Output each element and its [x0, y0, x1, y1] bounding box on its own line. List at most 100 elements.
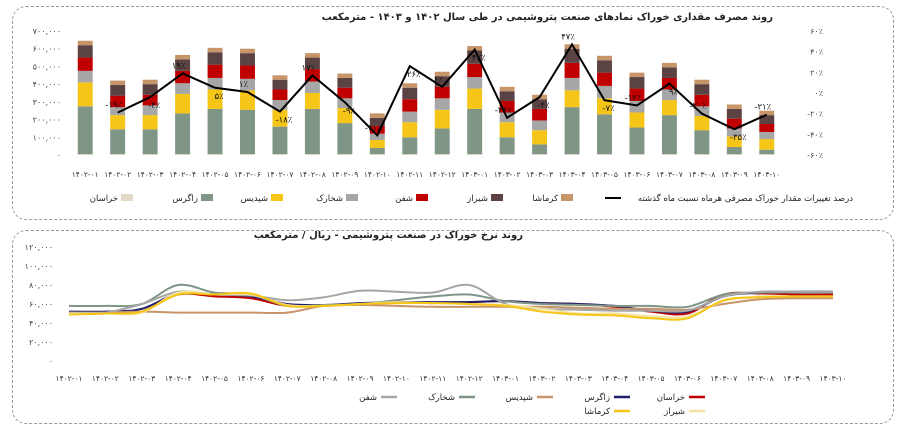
bar-segment-6	[142, 84, 158, 95]
legend-label: خراسان	[657, 393, 685, 403]
bar-segment-1	[142, 154, 158, 155]
chart1-x-tick: ۱۴۰۳-۰۱	[461, 170, 488, 179]
chart2-x-tick: ۱۴۰۲-۱۱	[419, 374, 446, 383]
chart2-y-tick: ۱۰۰,۰۰۰	[25, 262, 53, 271]
bar-segment-6	[532, 99, 548, 109]
bar-segment-1	[110, 154, 126, 155]
bar-segment-6	[304, 57, 320, 70]
bar-segment-6	[499, 91, 515, 101]
change-label: -۲۴٪	[495, 106, 512, 116]
bar-segment-4	[142, 105, 158, 116]
bar-segment-1	[564, 154, 580, 155]
chart1-x-tick: ۱۴۰۳-۰۳	[526, 170, 553, 179]
bar-segment-6	[207, 52, 223, 65]
bar-segment-1	[532, 154, 548, 155]
bar-segment-3	[467, 88, 483, 109]
chart2-x-tick: ۱۴۰۳-۰۲	[529, 374, 556, 383]
bar-segment-1	[402, 154, 418, 155]
bar-segment-6	[337, 77, 353, 88]
chart2-y-tick: ۱۲۰,۰۰۰	[25, 243, 53, 252]
chart2-x-tick: ۱۴۰۳-۰۴	[601, 374, 628, 383]
bar-segment-3	[629, 112, 645, 128]
bar-segment-2	[694, 130, 710, 155]
rate-line-5	[68, 283, 833, 315]
bar-segment-5	[564, 62, 580, 78]
legend-label: شیراز	[466, 194, 488, 204]
chart2-x-tick: ۱۴۰۲-۰۴	[165, 374, 192, 383]
bar-segment-3	[402, 122, 418, 138]
bar-segment-7	[564, 44, 580, 49]
change-label: -۷٪	[602, 104, 615, 114]
bar-segment-2	[272, 126, 288, 155]
bar-segment-1	[77, 154, 93, 155]
chart1-y-tick: ۲۰۰,۰۰۰	[33, 116, 61, 125]
bar-segment-3	[532, 130, 548, 145]
bar-segment-3	[759, 139, 775, 150]
change-label: -۱۹٪	[105, 101, 122, 111]
bar-segment-3	[207, 89, 223, 109]
chart1-y2-tick: ۰٪	[814, 89, 823, 98]
change-label: ۴۷٪	[561, 32, 575, 42]
change-label: -۳۵٪	[730, 133, 747, 143]
bar-segment-6	[434, 76, 450, 87]
change-label: -۴٪	[537, 101, 550, 111]
bar-segment-2	[726, 147, 742, 155]
bar-segment-5	[694, 94, 710, 107]
bar-segment-4	[240, 78, 255, 91]
bar-segment-6	[564, 48, 580, 63]
bar-segment-6	[77, 45, 93, 58]
chart2-y-tick: ۴۰,۰۰۰	[29, 319, 53, 328]
chart1-x-tick: ۱۴۰۲-۰۳	[137, 170, 164, 179]
bar-segment-1	[661, 154, 677, 155]
chart1-x-tick: ۱۴۰۳-۰۶	[624, 170, 651, 179]
chart1-x-tick: ۱۴۰۲-۱۲	[429, 170, 456, 179]
bar-segment-6	[694, 84, 710, 95]
bar-segment-4	[402, 111, 418, 123]
chart2-x-tick: ۱۴۰۲-۰۱	[56, 374, 83, 383]
bar-segment-1	[207, 154, 223, 155]
chart1-x-tick: ۱۴۰۳-۰۴	[559, 170, 586, 179]
chart1-y2-tick: -۶۰٪	[807, 151, 823, 160]
chart2-x-tick: ۱۴۰۳-۰۸	[747, 374, 774, 383]
rate-line-3	[68, 297, 834, 315]
bar-segment-7	[759, 110, 775, 116]
chart1-title: روند مصرف مقداری خوراک نمادهای صنعت پترو…	[322, 12, 774, 23]
change-label: ۶٪	[434, 75, 444, 85]
legend-swatch	[416, 194, 428, 201]
legend-label: خراسان	[90, 194, 118, 204]
consumption-chart: روند مصرف مقداری خوراک نمادهای صنعت پترو…	[33, 12, 854, 204]
chart2-x-tick: ۱۴۰۲-۰۹	[347, 374, 374, 383]
bar-segment-7	[434, 71, 450, 77]
chart2-y-tick: ۲۰,۰۰۰	[29, 338, 53, 347]
chart1-x-tick: ۱۴۰۲-۰۹	[331, 170, 358, 179]
bar-segment-7	[726, 104, 742, 109]
bar-segment-2	[564, 107, 580, 155]
bar-segment-4	[304, 81, 320, 93]
legend-swatch	[271, 194, 283, 201]
bar-segment-5	[240, 65, 255, 79]
bar-segment-7	[694, 79, 710, 85]
bar-segment-2	[369, 147, 385, 155]
bar-segment-4	[110, 107, 126, 116]
bar-segment-5	[175, 70, 191, 84]
bar-segment-6	[240, 53, 255, 66]
change-label: -۱۸٪	[276, 116, 293, 126]
bar-segment-5	[532, 108, 548, 121]
bar-segment-3	[564, 90, 580, 108]
bar-segment-1	[629, 154, 645, 155]
bar-segment-5	[402, 99, 418, 112]
change-label: -۲۰٪	[689, 102, 706, 112]
chart1-x-tick: ۱۴۰۲-۰۸	[299, 170, 326, 179]
bar-segment-7	[597, 55, 612, 61]
bar-segment-4	[661, 89, 677, 101]
change-label: -۲۱٪	[754, 103, 771, 113]
chart1-x-tick: ۱۴۰۳-۰۲	[494, 170, 521, 179]
chart1-y-tick: ۰	[57, 151, 61, 160]
change-label: ۱۹٪	[172, 61, 186, 71]
bar-segment-3	[726, 136, 742, 148]
bar-segment-4	[694, 106, 710, 117]
bar-segment-6	[369, 117, 385, 126]
chart1-x-tick: ۱۴۰۲-۰۴	[169, 170, 196, 179]
chart1-y-tick: ۴۰۰,۰۰۰	[33, 80, 61, 89]
legend-label: کرماشا	[584, 407, 611, 417]
